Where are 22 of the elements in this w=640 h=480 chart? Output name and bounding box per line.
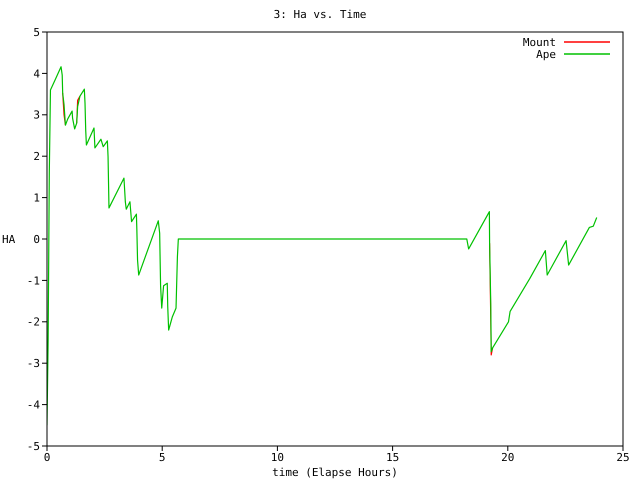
legend-label: Mount bbox=[522, 36, 556, 48]
x-tick-label: 20 bbox=[501, 450, 514, 464]
y-tick-label: 2 bbox=[33, 150, 40, 164]
y-tick-label: 4 bbox=[33, 67, 40, 80]
x-tick-label: 10 bbox=[270, 450, 284, 464]
legend-label: Ape bbox=[536, 48, 556, 60]
y-tick-label: -3 bbox=[26, 357, 40, 370]
x-tick-label: 25 bbox=[616, 450, 630, 464]
chart-title: 3: Ha vs. Time bbox=[272, 8, 368, 21]
x-tick-label: 15 bbox=[386, 450, 400, 464]
x-axis-title: time (Elapse Hours) bbox=[272, 466, 398, 479]
y-tick-label: 0 bbox=[33, 232, 40, 246]
x-tick-label: 5 bbox=[158, 450, 166, 464]
y-tick-label: -5 bbox=[26, 440, 40, 453]
y-tick-label: 1 bbox=[33, 192, 40, 205]
y-tick-label: -2 bbox=[26, 316, 40, 329]
y-tick-label: -1 bbox=[26, 274, 40, 288]
x-tick-label: 0 bbox=[44, 450, 50, 464]
y-tick-label: 5 bbox=[33, 26, 40, 39]
y-axis-title: HA bbox=[2, 232, 16, 246]
y-tick-label: 3 bbox=[33, 108, 40, 122]
y-tick-label: -4 bbox=[26, 398, 40, 412]
